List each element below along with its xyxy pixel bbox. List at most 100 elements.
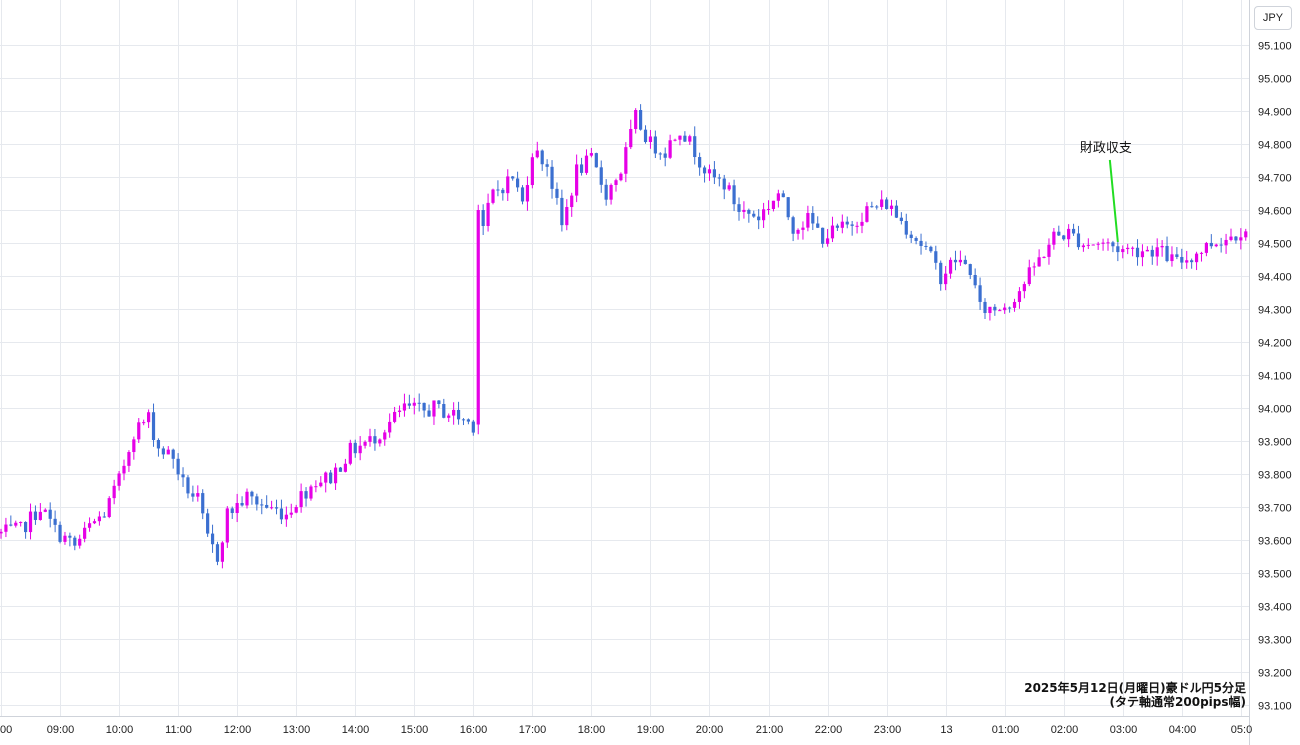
candle-down [683, 135, 687, 142]
candle-down [1135, 247, 1140, 258]
candles [0, 104, 1248, 569]
candle-down [186, 477, 190, 494]
price-tick-label: 95.100 [1258, 41, 1292, 53]
price-tick-label: 93.100 [1258, 701, 1292, 713]
candle-up [4, 524, 8, 532]
caption-line-2: (タテ軸通常200pips幅) [1109, 695, 1246, 709]
candle-up [1140, 251, 1145, 258]
candle-up [707, 169, 712, 174]
candle-down [1071, 228, 1076, 234]
candle-up [142, 422, 146, 424]
candle-up [988, 306, 992, 314]
candle-down [914, 238, 918, 241]
candle-up [486, 202, 490, 226]
candle-up [147, 412, 151, 423]
time-tick-label: 04:00 [1169, 724, 1197, 736]
candle-down [466, 419, 470, 422]
candle-down [1234, 236, 1238, 241]
candle-up [1101, 242, 1105, 244]
candle-down [201, 493, 205, 514]
candle-down [73, 537, 77, 546]
candle-up [319, 482, 323, 487]
candle-up [619, 173, 623, 181]
candle-up [447, 415, 451, 418]
price-tick-label: 93.900 [1258, 437, 1292, 449]
candle-down [156, 440, 161, 449]
candle-down [821, 227, 825, 244]
price-tick-label: 94.500 [1258, 239, 1292, 251]
candle-up [127, 452, 131, 466]
candle-up [343, 463, 347, 472]
candle-up [393, 411, 397, 422]
candle-up [614, 180, 618, 186]
time-tick-label: 21:00 [756, 724, 784, 736]
candle-up [648, 136, 653, 143]
candle-down [1008, 307, 1012, 309]
time-tick-label: 03:00 [1110, 724, 1138, 736]
candle-up [333, 467, 338, 484]
price-tick-label: 94.800 [1258, 140, 1292, 152]
candle-down [747, 209, 751, 214]
candle-up [1155, 247, 1159, 257]
candle-down [1150, 249, 1154, 257]
candle-down [161, 448, 165, 455]
candle-up [584, 155, 589, 173]
time-tick-label: 02:00 [1051, 724, 1079, 736]
candle-down [850, 224, 854, 226]
candle-up [19, 521, 23, 523]
candle-down [643, 129, 648, 143]
candle-up [383, 432, 387, 440]
price-tick-label: 93.700 [1258, 503, 1292, 515]
candle-up [1017, 291, 1022, 302]
candle-up [245, 491, 249, 506]
candle-down [516, 178, 520, 188]
candle-up [535, 150, 539, 158]
candle-up [830, 225, 835, 239]
candle-up [1012, 301, 1017, 308]
candle-down [653, 136, 657, 154]
candle-up [294, 507, 298, 513]
candle-up [506, 176, 510, 194]
price-tick-label: 94.100 [1258, 371, 1292, 383]
candle-up [771, 200, 776, 209]
candle-up [1194, 253, 1199, 263]
candle-up [825, 238, 830, 244]
candle-down [1209, 242, 1213, 247]
candle-down [924, 245, 928, 247]
candle-down [9, 524, 13, 526]
time-tick-label: 13:00 [283, 724, 311, 736]
candle-up [166, 449, 170, 455]
candle-down [68, 535, 72, 538]
candle-up [363, 441, 367, 446]
candle-down [471, 421, 475, 433]
candle-up [122, 465, 126, 474]
candle-down [885, 199, 889, 209]
candle-up [1037, 257, 1041, 267]
candle-up [530, 157, 534, 186]
candle-up [476, 210, 480, 425]
candle-up [1244, 231, 1248, 238]
candle-down [835, 225, 839, 228]
time-tick-label: 09:00 [47, 724, 75, 736]
candle-down [48, 509, 52, 519]
price-tick-label: 93.400 [1258, 602, 1292, 614]
candle-up [766, 208, 771, 210]
candle-down [1165, 245, 1169, 262]
candle-up [1032, 266, 1036, 268]
candle-up [402, 403, 407, 411]
candle-up [865, 206, 869, 222]
candle-down [786, 197, 790, 218]
time-tick-label: 18:00 [578, 724, 606, 736]
candle-up [1081, 245, 1085, 248]
candle-up [688, 136, 692, 142]
candle-up [1096, 243, 1100, 245]
annotation-label: 財政収支 [1080, 141, 1132, 156]
candle-up [629, 129, 633, 148]
candle-down [230, 508, 234, 514]
candle-down [929, 246, 933, 252]
price-tick-label: 94.000 [1258, 404, 1292, 416]
time-tick-label: 15:00 [401, 724, 429, 736]
candle-up [525, 185, 530, 202]
candle-down [781, 193, 785, 198]
candle-up [1003, 307, 1007, 311]
